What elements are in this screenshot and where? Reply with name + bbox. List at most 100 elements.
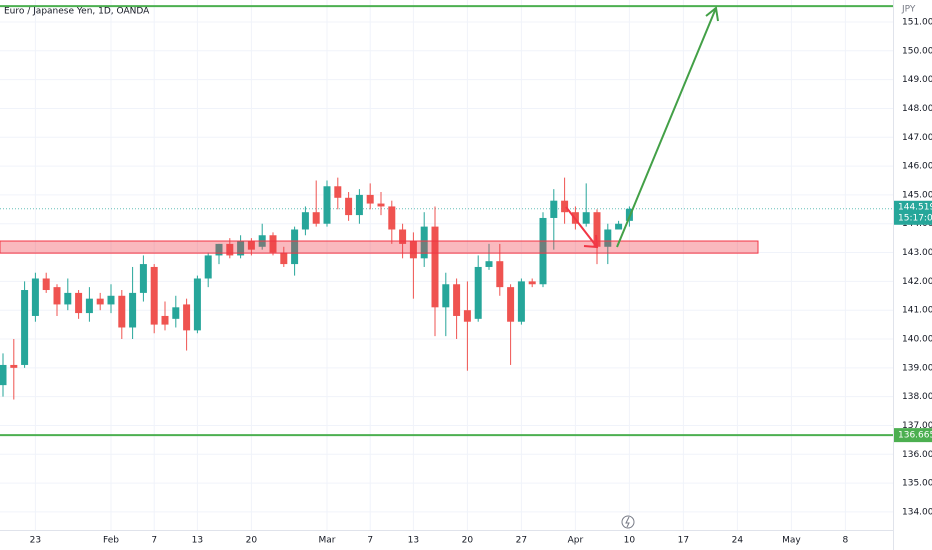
candle-body xyxy=(409,241,417,259)
candle-body xyxy=(593,212,601,247)
y-tick-label: 136.000 xyxy=(902,450,932,460)
x-tick-label: 20 xyxy=(246,536,258,546)
currency-label: JPY xyxy=(901,5,916,15)
candle-body xyxy=(247,241,255,250)
last-price-label: 144.519 xyxy=(898,202,932,212)
candle-body xyxy=(420,226,428,259)
candle-body xyxy=(280,252,288,265)
x-tick-label: 23 xyxy=(30,536,41,546)
candle-body xyxy=(345,197,353,216)
candle-body xyxy=(474,266,482,319)
candle-body xyxy=(550,200,558,218)
countdown-label: 15:17:09 xyxy=(898,213,932,223)
candle-body xyxy=(204,255,212,279)
x-tick-label: Feb xyxy=(103,536,119,546)
candle-body xyxy=(150,266,158,325)
x-tick-label: May xyxy=(782,536,801,546)
candle-body xyxy=(96,298,104,305)
lightning-icon xyxy=(621,515,635,529)
candle-body xyxy=(377,203,385,207)
candle-body xyxy=(161,315,169,325)
x-tick-label: 7 xyxy=(151,536,157,546)
x-tick-label: 7 xyxy=(367,536,373,546)
candle-body xyxy=(10,364,18,368)
candle-body xyxy=(582,212,590,224)
candle-body xyxy=(463,310,471,322)
candle-body xyxy=(485,261,493,267)
candle-body xyxy=(561,200,569,213)
candle-body xyxy=(139,264,147,293)
chart-title: Euro / Japanese Yen, 1D, OANDA xyxy=(4,7,150,17)
y-tick-label: 137.000 xyxy=(902,421,932,431)
candle-body xyxy=(431,226,439,308)
candle-body xyxy=(301,212,309,230)
candle-body xyxy=(366,194,374,204)
y-tick-label: 138.000 xyxy=(902,392,932,402)
y-tick-label: 148.000 xyxy=(902,104,932,114)
candle-body xyxy=(0,364,7,386)
support-zone xyxy=(0,240,759,254)
x-tick-label: 17 xyxy=(678,536,689,546)
candle-body xyxy=(442,284,450,308)
candle-body xyxy=(237,241,245,256)
candle-body xyxy=(21,290,29,365)
candle-body xyxy=(604,229,612,247)
line-price-box xyxy=(894,428,932,443)
y-tick-label: 134.000 xyxy=(902,507,932,517)
candle-body xyxy=(226,243,234,256)
down-arrow xyxy=(565,206,599,249)
x-tick-label: 10 xyxy=(624,536,636,546)
candle-body xyxy=(528,281,536,285)
candle-body xyxy=(388,206,396,230)
line-price-label: 136.665 xyxy=(898,431,932,441)
candle-body xyxy=(183,304,191,331)
x-tick-label: 20 xyxy=(462,536,474,546)
candle-body xyxy=(269,235,277,253)
candle-body xyxy=(517,281,525,322)
candle-body xyxy=(539,217,547,285)
y-tick-label: 149.000 xyxy=(902,75,932,85)
x-tick-label: 13 xyxy=(192,536,203,546)
x-tick-label: 8 xyxy=(843,536,849,546)
y-tick-label: 142.000 xyxy=(902,277,932,287)
x-tick-label: Apr xyxy=(568,536,584,546)
candle-body xyxy=(53,287,61,305)
candle-body xyxy=(334,186,342,198)
candle-body xyxy=(31,278,39,316)
y-tick-label: 147.000 xyxy=(902,133,932,143)
candle-body xyxy=(75,292,83,314)
candle-body xyxy=(64,292,72,305)
candle-body xyxy=(85,298,93,314)
candle-body xyxy=(507,287,515,322)
candle-body xyxy=(291,229,299,265)
candle-body xyxy=(453,284,461,316)
y-tick-label: 140.000 xyxy=(902,335,932,345)
y-tick-label: 145.000 xyxy=(902,190,932,200)
last-price-box xyxy=(894,200,932,225)
candle-body xyxy=(496,261,504,288)
candle-body xyxy=(172,307,180,319)
x-tick-label: Mar xyxy=(319,536,336,546)
x-tick-label: 27 xyxy=(516,536,527,546)
y-tick-label: 150.000 xyxy=(902,46,932,56)
y-tick-label: 146.000 xyxy=(902,162,932,172)
y-tick-label: 139.000 xyxy=(902,363,932,373)
candle-body xyxy=(355,194,363,216)
candle-body xyxy=(399,229,407,244)
candle-body xyxy=(312,212,320,224)
y-tick-label: 143.000 xyxy=(902,248,932,258)
y-tick-label: 151.000 xyxy=(902,17,932,27)
candle-body xyxy=(118,295,126,328)
candle-body xyxy=(129,292,137,328)
candle-body xyxy=(107,295,115,305)
x-tick-label: 24 xyxy=(732,536,744,546)
y-tick-label: 135.000 xyxy=(902,479,932,489)
candle-body xyxy=(215,243,223,256)
x-tick-label: 13 xyxy=(408,536,419,546)
candle-body xyxy=(42,278,50,291)
y-tick-label: 141.000 xyxy=(902,306,932,316)
